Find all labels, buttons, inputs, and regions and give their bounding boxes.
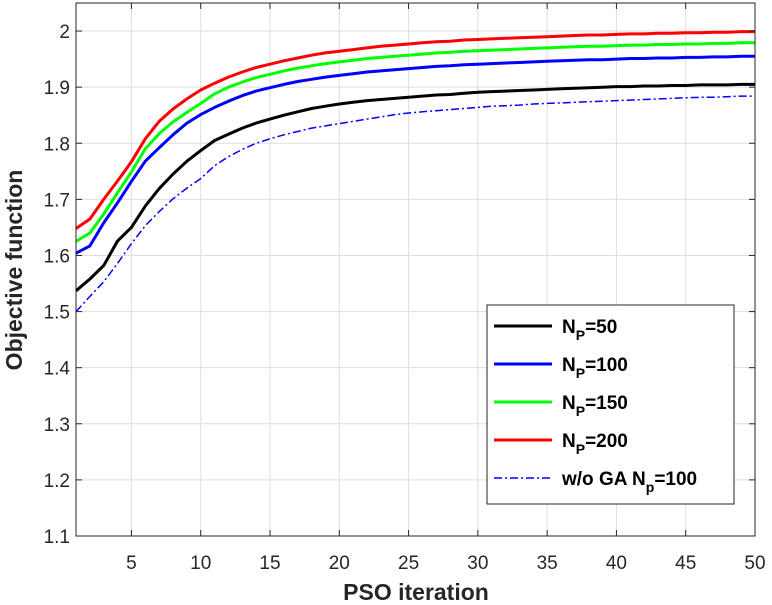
x-tick-label: 30 <box>467 553 488 574</box>
y-tick-label: 1.9 <box>44 78 70 99</box>
legend-label-main: w/o GA N <box>561 469 646 490</box>
plot-frame <box>75 2 756 537</box>
x-tick-label: 35 <box>537 553 558 574</box>
y-axis-title: Objective function <box>1 170 27 371</box>
legend-label-2: NP=100 <box>562 355 628 381</box>
series-line-3 <box>75 41 755 243</box>
y-tick-label: 1.3 <box>44 415 70 436</box>
series-line-2 <box>75 54 755 255</box>
legend-label-subscript: p <box>646 479 655 495</box>
legend-label-subscript: P <box>576 441 585 457</box>
y-tick-label: 1.4 <box>44 359 71 380</box>
y-tick-label: 2 <box>59 22 70 43</box>
legend-label-1: NP=50 <box>562 317 617 343</box>
legend-label-4: NP=200 <box>562 431 628 457</box>
legend-label-rest: =150 <box>585 393 628 414</box>
legend-box <box>486 304 735 505</box>
x-axis-title: PSO iteration <box>343 579 489 605</box>
series-line-4 <box>75 30 755 230</box>
x-tick-label: 40 <box>606 553 627 574</box>
y-tick-label: 1.2 <box>44 471 70 492</box>
legend-label-rest: =100 <box>585 355 628 376</box>
x-tick-label: 20 <box>329 553 350 574</box>
legend-label-main: N <box>562 355 576 376</box>
series-line-5 <box>75 95 755 313</box>
series-line-1 <box>75 82 755 292</box>
legend-label-main: N <box>562 393 576 414</box>
legend-label-subscript: P <box>576 365 585 381</box>
legend-label-rest: =200 <box>585 431 628 452</box>
legend-label-subscript: P <box>576 403 585 419</box>
x-tick-label: 25 <box>398 553 419 574</box>
y-tick-label: 1.8 <box>44 134 70 155</box>
x-tick-label: 45 <box>675 553 696 574</box>
x-tick-label: 50 <box>744 553 765 574</box>
tick-labels: 5 10 15 20 25 30 35 40 45 50 1.1 1.2 1.3 1.4 1.5 1.6 1.7… <box>44 22 766 574</box>
legend-label-main: N <box>562 317 576 338</box>
y-tick-label: 1.7 <box>44 190 70 211</box>
legend-label-subscript: P <box>576 327 585 343</box>
x-tick-label: 5 <box>126 553 137 574</box>
x-tick-label: 10 <box>190 553 211 574</box>
legend-label-rest: =100 <box>654 469 697 490</box>
legend-label-main: N <box>562 431 576 452</box>
legend-label-5: w/o GA Np=100 <box>561 469 697 495</box>
series-layer <box>75 30 755 313</box>
y-tick-label: 1.5 <box>44 303 70 324</box>
y-tick-label: 1.1 <box>44 527 70 548</box>
x-tick-label: 15 <box>259 553 280 574</box>
y-tick-label: 1.6 <box>44 246 70 267</box>
legend-label-3: NP=150 <box>562 393 628 419</box>
legend-label-rest: =50 <box>585 317 617 338</box>
